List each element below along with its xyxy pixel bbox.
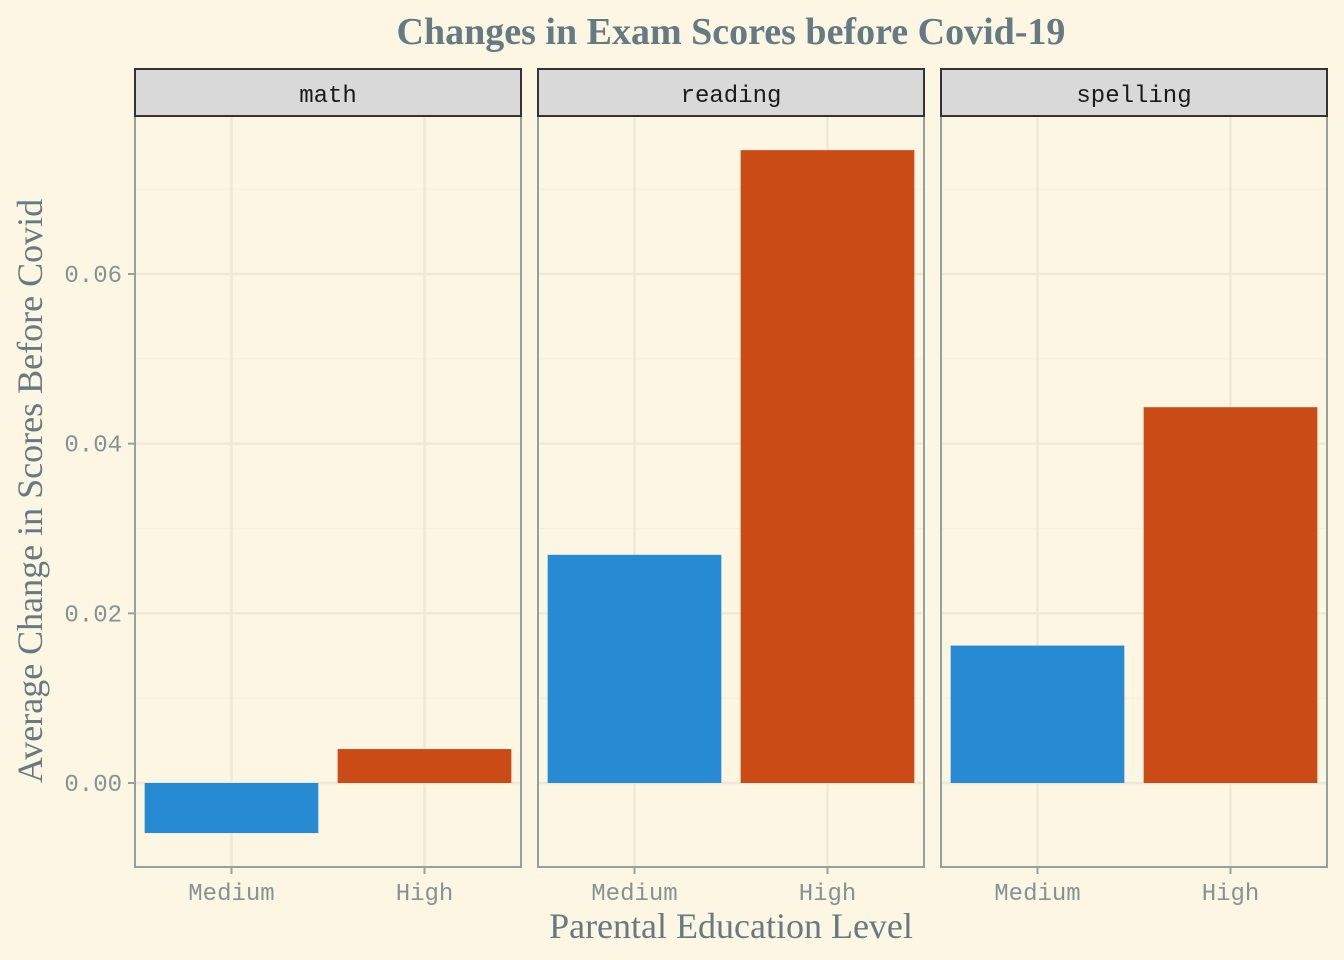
bar-math-high xyxy=(337,749,512,783)
y-tick-label: 0.06 xyxy=(64,263,122,290)
x-tick-label: High xyxy=(799,881,857,908)
chart-title: Changes in Exam Scores before Covid-19 xyxy=(397,11,1066,53)
facet-strip xyxy=(940,68,1328,117)
x-tick-label: Medium xyxy=(188,881,274,908)
x-tick-label: High xyxy=(396,881,454,908)
facet-panel-reading: reading Medium High xyxy=(537,68,925,908)
y-tick-label: 0.00 xyxy=(64,772,122,799)
x-tick-label: High xyxy=(1202,881,1260,908)
facet-panel-math: math Medium High xyxy=(134,68,522,908)
bar-spelling-medium xyxy=(950,645,1125,783)
y-tick-label: 0.02 xyxy=(64,602,122,629)
bar-reading-medium xyxy=(547,554,722,783)
y-axis-title: Average Change in Scores Before Covid xyxy=(10,199,50,783)
facet-strip xyxy=(537,68,925,117)
x-tick-label: Medium xyxy=(591,881,677,908)
facet-strip-label: spelling xyxy=(1076,83,1191,110)
facet-panel-spelling: spelling Medium High xyxy=(940,68,1328,908)
x-tick-label: Medium xyxy=(994,881,1080,908)
x-axis-title: Parental Education Level xyxy=(549,906,913,946)
bar-math-medium xyxy=(144,783,319,834)
bar-reading-high xyxy=(740,150,915,784)
facet-strip-label: reading xyxy=(681,83,782,110)
panel-background xyxy=(135,116,521,867)
facets-layer: math Medium High reading Medium High spelling M… xyxy=(64,68,1328,908)
bar-spelling-high xyxy=(1143,407,1318,783)
facet-strip xyxy=(134,68,522,117)
y-tick-label: 0.04 xyxy=(64,433,122,460)
facet-strip-label: math xyxy=(299,83,357,110)
